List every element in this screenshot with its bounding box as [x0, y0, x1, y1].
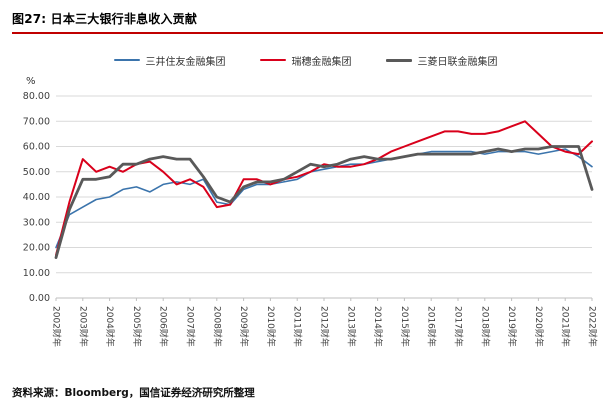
y-tick-label: 80.00 [23, 91, 50, 102]
series-line-1 [55, 120, 593, 257]
x-tick-label: 2022财年 [587, 306, 599, 347]
chart-area: % 0.00 10.00 20.00 30.00 40.00 50.00 60.00 70.00… [10, 70, 601, 370]
x-tick-label: 2008财年 [211, 306, 223, 347]
legend-line-swatch-mizuho [259, 59, 286, 61]
series-line-2 [54, 145, 594, 260]
x-tick-label: 2017财年 [453, 306, 465, 347]
series-line-0 [55, 148, 593, 249]
x-tick-label: 2014财年 [372, 306, 384, 347]
x-tick-label: 2019财年 [506, 306, 518, 347]
x-tick-label: 2020财年 [533, 306, 545, 347]
x-tick-label: 2011财年 [292, 306, 304, 347]
x-tick-label: 2016财年 [426, 306, 438, 347]
chart-legend: 三井住友金融集团 瑞穗金融集团 三菱日联金融集团 [10, 52, 601, 68]
y-tick-label: 50.00 [23, 167, 50, 178]
y-tick-label: 60.00 [23, 142, 50, 153]
x-tick-label: 2009财年 [238, 306, 250, 347]
legend-label-smfg: 三井住友金融集团 [145, 56, 226, 68]
y-tick-label: 40.00 [23, 192, 50, 203]
legend-item-mizuho: 瑞穗金融集团 [259, 53, 352, 68]
source-text: 资料来源：Bloomberg，国信证券经济研究所整理 [12, 387, 255, 399]
line-chart: % 0.00 10.00 20.00 30.00 40.00 50.00 60.00 70.00… [23, 76, 599, 347]
x-tick-label: 2021财年 [560, 306, 572, 347]
x-tick-label: 2006财年 [158, 306, 170, 347]
x-tick-label: 2002财年 [51, 306, 63, 347]
figure-title: 图27: 日本三大银行非息收入贡献 [12, 12, 198, 26]
title-divider [12, 32, 603, 34]
legend-item-mufg: 三菱日联金融集团 [385, 53, 498, 68]
y-tick-label: 10.00 [23, 268, 50, 279]
source-row: 资料来源：Bloomberg，国信证券经济研究所整理 [12, 381, 255, 400]
x-tick-label: 2013财年 [345, 306, 357, 347]
legend-item-smfg: 三井住友金融集团 [113, 53, 226, 68]
y-tick-label: 20.00 [23, 243, 50, 254]
y-tick-label: 70.00 [23, 116, 50, 127]
y-tick-label: 30.00 [23, 217, 50, 228]
x-tick-label: 2018财年 [479, 306, 491, 347]
legend-line-swatch-mufg [385, 58, 412, 62]
x-tick-label: 2010财年 [265, 306, 277, 347]
x-tick-label: 2007财年 [185, 306, 197, 347]
figure-header: 图27: 日本三大银行非息收入贡献 [10, 8, 603, 34]
x-tick-label: 2005财年 [131, 306, 143, 347]
x-tick-label: 2003财年 [77, 306, 89, 347]
y-axis-unit-label: % [26, 76, 36, 87]
x-tick-label: 2004财年 [104, 306, 116, 347]
legend-label-mufg: 三菱日联金融集团 [417, 56, 498, 68]
legend-label-mizuho: 瑞穗金融集团 [291, 56, 352, 68]
y-tick-label: 0.00 [29, 293, 50, 304]
legend-line-swatch-smfg [113, 59, 140, 61]
x-tick-label: 2012财年 [319, 306, 331, 347]
x-tick-label: 2015财年 [399, 306, 411, 347]
